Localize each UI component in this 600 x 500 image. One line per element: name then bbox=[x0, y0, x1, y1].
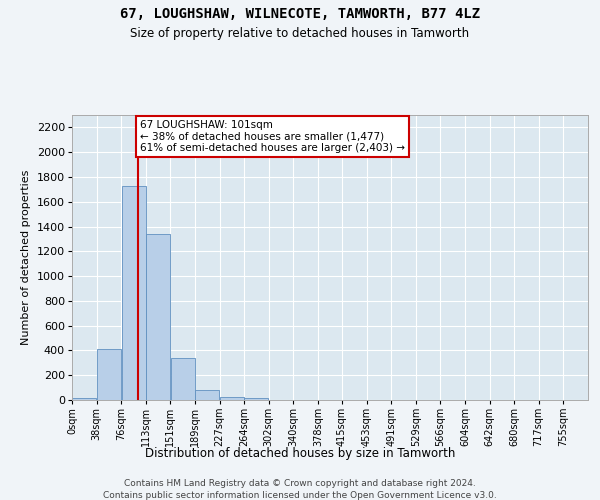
Bar bbox=[220, 397, 244, 400]
Text: Contains public sector information licensed under the Open Government Licence v3: Contains public sector information licen… bbox=[103, 491, 497, 500]
Y-axis label: Number of detached properties: Number of detached properties bbox=[21, 170, 31, 345]
Bar bbox=[146, 234, 170, 400]
Text: Size of property relative to detached houses in Tamworth: Size of property relative to detached ho… bbox=[130, 28, 470, 40]
Text: Distribution of detached houses by size in Tamworth: Distribution of detached houses by size … bbox=[145, 448, 455, 460]
Bar bbox=[170, 358, 195, 400]
Bar bbox=[122, 186, 146, 400]
Bar bbox=[244, 398, 268, 400]
Bar bbox=[97, 349, 121, 400]
Text: 67 LOUGHSHAW: 101sqm
← 38% of detached houses are smaller (1,477)
61% of semi-de: 67 LOUGHSHAW: 101sqm ← 38% of detached h… bbox=[140, 120, 404, 153]
Text: Contains HM Land Registry data © Crown copyright and database right 2024.: Contains HM Land Registry data © Crown c… bbox=[124, 479, 476, 488]
Bar bbox=[195, 390, 220, 400]
Bar bbox=[72, 398, 97, 400]
Text: 67, LOUGHSHAW, WILNECOTE, TAMWORTH, B77 4LZ: 67, LOUGHSHAW, WILNECOTE, TAMWORTH, B77 … bbox=[120, 8, 480, 22]
